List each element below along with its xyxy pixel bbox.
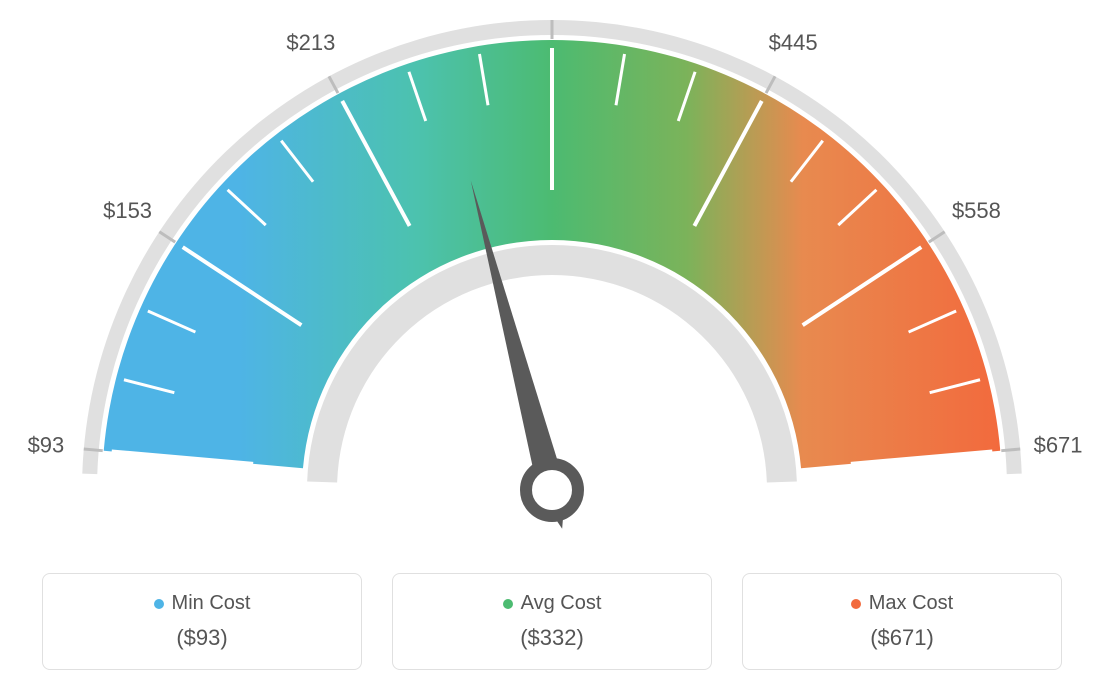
legend-value-min: ($93) [55,625,349,651]
legend-value-max: ($671) [755,625,1049,651]
legend-card-min: Min Cost ($93) [42,573,362,670]
svg-text:$445: $445 [769,30,818,55]
legend-label-text: Avg Cost [521,592,602,615]
svg-text:$213: $213 [286,30,335,55]
legend-label-text: Max Cost [869,592,953,615]
svg-text:$671: $671 [1034,433,1083,458]
legend-card-avg: Avg Cost ($332) [392,573,712,670]
dot-icon [503,599,513,609]
legend-value-avg: ($332) [405,625,699,651]
dot-icon [154,599,164,609]
cost-gauge-container: $93$153$213$332$445$558$671 Min Cost ($9… [0,0,1104,690]
legend-row: Min Cost ($93) Avg Cost ($332) Max Cost … [0,573,1104,670]
legend-label-avg: Avg Cost [405,592,699,615]
svg-text:$93: $93 [28,433,65,458]
legend-label-min: Min Cost [55,592,349,615]
svg-text:$558: $558 [952,198,1001,223]
dot-icon [851,599,861,609]
legend-label-text: Min Cost [172,592,251,615]
legend-card-max: Max Cost ($671) [742,573,1062,670]
svg-text:$153: $153 [103,198,152,223]
legend-label-max: Max Cost [755,592,1049,615]
gauge-chart: $93$153$213$332$445$558$671 [0,0,1104,560]
